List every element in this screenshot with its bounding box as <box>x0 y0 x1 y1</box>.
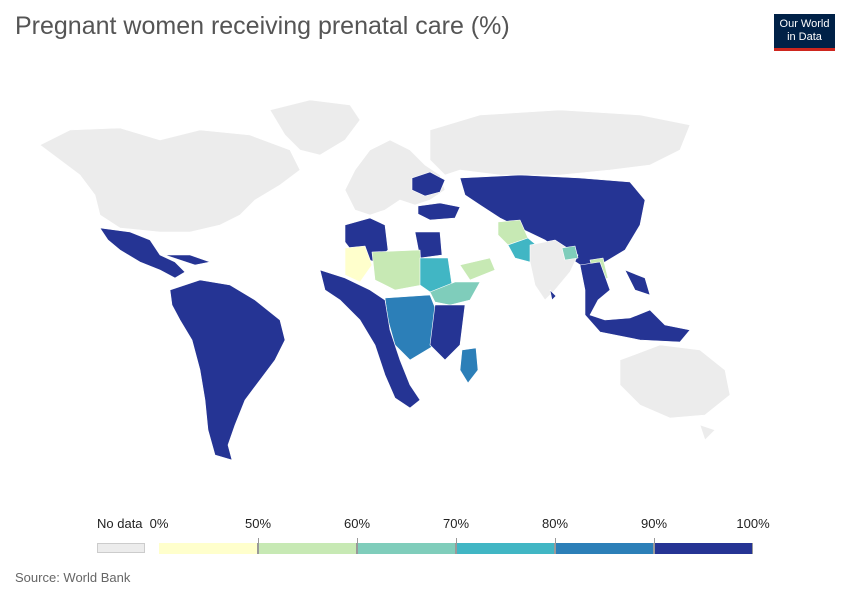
region-yemen[interactable] <box>459 257 496 281</box>
region-ethiopia-somalia[interactable] <box>429 281 481 306</box>
legend-tick <box>654 538 655 554</box>
region-europe[interactable] <box>344 139 446 216</box>
legend-tick-label: 100% <box>736 516 770 531</box>
legend-tick-label: 90% <box>640 516 668 531</box>
legend-tick <box>456 538 457 554</box>
region-russia[interactable] <box>429 109 691 176</box>
region-south-america[interactable] <box>169 279 286 461</box>
region-mexico-central-america[interactable] <box>99 227 211 279</box>
legend-no-data-swatch <box>97 543 145 553</box>
region-egypt[interactable] <box>414 231 443 259</box>
region-north-america[interactable] <box>39 127 301 233</box>
legend-bin-90-100[interactable] <box>654 543 753 554</box>
legend-bin-50-60[interactable] <box>258 543 357 554</box>
legend-no-data-label: No data <box>97 516 143 531</box>
legend-tick <box>258 538 259 554</box>
logo-line-2: in Data <box>787 31 822 43</box>
region-greenland[interactable] <box>269 99 361 156</box>
owid-logo[interactable]: Our World in Data <box>774 14 835 51</box>
legend-color-bar <box>159 543 753 554</box>
logo-accent-bar <box>774 48 835 51</box>
legend-tick-label: 60% <box>343 516 371 531</box>
region-ukraine[interactable] <box>411 171 446 197</box>
region-niger-chad[interactable] <box>371 249 423 291</box>
legend-bin-60-70[interactable] <box>357 543 456 554</box>
legend-tick-label: 70% <box>442 516 470 531</box>
source-note: Source: World Bank <box>15 570 131 585</box>
legend-bin-70-80[interactable] <box>456 543 555 554</box>
region-australia[interactable] <box>619 344 731 441</box>
region-madagascar[interactable] <box>459 347 479 384</box>
region-east-southern-africa[interactable] <box>319 269 466 409</box>
legend-bin-80-90[interactable] <box>555 543 654 554</box>
region-mali[interactable] <box>344 245 373 283</box>
logo-line-1: Our World <box>779 18 830 30</box>
region-southeast-asia[interactable] <box>549 261 691 343</box>
legend-tick-label: 50% <box>244 516 272 531</box>
region-turkey[interactable] <box>417 202 461 221</box>
chart-title: Pregnant women receiving prenatal care (… <box>15 12 510 40</box>
legend-tick <box>555 538 556 554</box>
world-map[interactable] <box>0 80 850 500</box>
legend-tick <box>357 538 358 554</box>
legend-bin-0-50[interactable] <box>159 543 258 554</box>
legend-tick-label: 0% <box>149 516 169 531</box>
legend-tick-label: 80% <box>541 516 569 531</box>
region-bangladesh[interactable] <box>561 245 579 261</box>
